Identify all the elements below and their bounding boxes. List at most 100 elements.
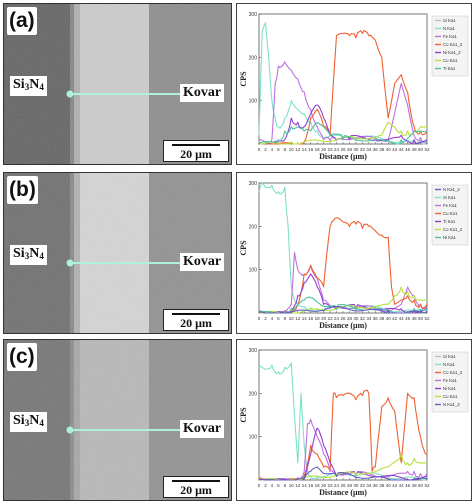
x-tick-label: 34 xyxy=(366,483,372,488)
x-tick-label: 50 xyxy=(418,316,424,321)
legend-entry: Cu Ka1 xyxy=(443,394,458,399)
x-tick-label: 48 xyxy=(412,483,418,488)
y-tick-label: 100 xyxy=(249,435,258,441)
legend-entry: N Ka1_2 xyxy=(443,402,460,407)
x-tick-label: 8 xyxy=(284,316,287,321)
series-line xyxy=(258,389,428,481)
x-tick-label: 24 xyxy=(334,483,340,488)
x-tick-label: 14 xyxy=(302,147,308,152)
legend-entry: Ni Ka1 xyxy=(443,386,457,391)
x-tick-label: 16 xyxy=(308,483,314,488)
series-line xyxy=(258,418,428,481)
x-tick-label: 32 xyxy=(360,483,366,488)
x-tick-label: 2 xyxy=(264,147,267,152)
x-tick-label: 14 xyxy=(302,316,308,321)
x-tick-label: 34 xyxy=(366,316,372,321)
x-tick-label: 24 xyxy=(334,316,340,321)
x-tick-label: 12 xyxy=(295,147,301,152)
x-axis-label: Distance (μm) xyxy=(319,321,367,330)
series-line xyxy=(258,362,428,481)
y-tick-label: 100 xyxy=(249,268,258,274)
legend-entry: Ni Ka1 xyxy=(443,235,457,240)
series-line xyxy=(258,466,428,481)
x-tick-label: 52 xyxy=(424,316,430,321)
y-tick-label: 200 xyxy=(249,224,258,230)
x-axis-label: Distance (μm) xyxy=(319,488,367,497)
plot-area xyxy=(258,182,428,314)
y-axis-label: CPS xyxy=(239,240,248,256)
legend-entry: Cu Ka1 xyxy=(443,58,458,63)
line-profile-plot-b: 100 200 300 0 2 4 6 8 10 12 14 16 18 20 22 24 26 28 30 32 34… xyxy=(236,172,472,334)
x-tick-label: 42 xyxy=(392,316,398,321)
x-tick-label: 20 xyxy=(321,316,327,321)
x-tick-label: 4 xyxy=(271,483,274,488)
legend-entry: N Ka1 xyxy=(443,26,456,31)
x-tick-label: 4 xyxy=(271,316,274,321)
series-line xyxy=(258,217,428,314)
x-tick-label: 36 xyxy=(373,316,379,321)
series-line xyxy=(258,182,428,314)
x-tick-label: 22 xyxy=(328,483,334,488)
x-tick-label: 40 xyxy=(386,316,392,321)
x-tick-label: 38 xyxy=(379,483,385,488)
panel-label: (a) xyxy=(7,7,37,35)
line-profile-plot-c: 100 200 300 0 2 4 6 8 10 12 14 16 18 20 22 24 26 28 30 32 34… xyxy=(236,339,472,501)
x-tick-label: 32 xyxy=(360,147,366,152)
x-tick-label: 50 xyxy=(418,147,424,152)
legend-entry: Ti Ka1 xyxy=(443,219,456,224)
legend-entry: Co Ka1_2 xyxy=(443,227,463,232)
x-tick-label: 10 xyxy=(289,147,295,152)
x-tick-label: 2 xyxy=(264,316,267,321)
legend-entry: Cu Ka1 xyxy=(443,211,458,216)
x-tick-label: 4 xyxy=(271,147,274,152)
x-tick-label: 34 xyxy=(366,147,372,152)
panel-row-a: (a) Si3N4 Kovar 20 μm 100 200 300 0 2 4 6 8 10 12 14 1… xyxy=(0,0,474,165)
x-tick-label: 10 xyxy=(289,483,295,488)
legend: Si Ka1 N Ka1 Co Ka1_2 Fe Ka1 Ni Ka1 Cu Ka1 N K… xyxy=(431,351,469,413)
kovar-label: Kovar xyxy=(180,253,225,271)
x-tick-label: 20 xyxy=(321,483,327,488)
y-tick-label: 300 xyxy=(249,181,258,187)
x-tick-label: 36 xyxy=(373,147,379,152)
x-tick-label: 18 xyxy=(315,316,321,321)
x-tick-label: 8 xyxy=(284,483,287,488)
si3n4-label: Si3N4 xyxy=(10,76,47,96)
series-line xyxy=(258,453,428,481)
y-tick-label: 200 xyxy=(249,55,258,61)
legend-entry: Ti Ka1 xyxy=(443,66,456,71)
x-tick-label: 0 xyxy=(258,483,261,488)
legend-entry: Co Ka1_2 xyxy=(443,370,463,375)
x-tick-label: 8 xyxy=(284,147,287,152)
legend-entry: Fe Ka1 xyxy=(443,203,457,208)
x-tick-label: 52 xyxy=(424,147,430,152)
sem-image-a: (a) Si3N4 Kovar 20 μm xyxy=(3,3,232,165)
x-tick-label: 46 xyxy=(405,147,411,152)
x-tick-label: 30 xyxy=(353,483,359,488)
legend-entry: Si Ka1 xyxy=(443,18,456,23)
line-scan-start-marker xyxy=(66,426,74,434)
panel-label: (b) xyxy=(7,176,38,204)
y-axis-label: CPS xyxy=(239,407,248,423)
x-tick-label: 0 xyxy=(258,316,261,321)
x-tick-label: 6 xyxy=(277,316,280,321)
legend-entry: N Ka1_2 xyxy=(443,187,460,192)
si3n4-label: Si3N4 xyxy=(10,245,47,265)
legend-entry: Fe Ka1 xyxy=(443,378,457,383)
x-tick-label: 40 xyxy=(386,483,392,488)
y-tick-label: 300 xyxy=(249,12,258,18)
sem-image-b: (b) Si3N4 Kovar 20 μm xyxy=(3,172,232,334)
x-tick-label: 6 xyxy=(277,483,280,488)
x-tick-label: 52 xyxy=(424,483,430,488)
y-axis-label: CPS xyxy=(239,71,248,87)
x-tick-label: 46 xyxy=(405,483,411,488)
series-line xyxy=(259,61,428,144)
x-tick-label: 16 xyxy=(308,147,314,152)
scale-bar: 20 μm xyxy=(163,140,229,162)
x-tick-label: 28 xyxy=(347,483,353,488)
kovar-label: Kovar xyxy=(180,84,225,102)
x-tick-label: 30 xyxy=(353,316,359,321)
sem-image-c: (c) Si3N4 Kovar 20 μm xyxy=(3,339,232,501)
